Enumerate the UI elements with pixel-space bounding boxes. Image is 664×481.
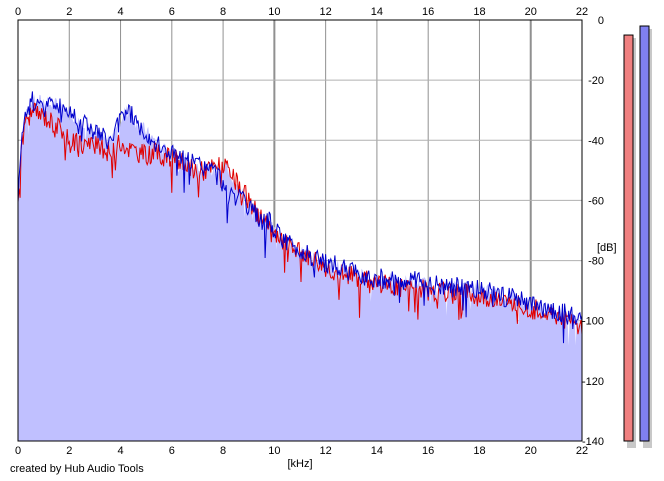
level-meter-bar — [623, 34, 634, 442]
x-tick-label-bottom: 2 — [66, 445, 72, 457]
x-tick-label-top: 4 — [117, 6, 123, 18]
x-tick-label-top: 20 — [525, 6, 537, 18]
y-tick-label: -80 — [588, 256, 604, 268]
plot-border — [17, 19, 583, 442]
y-axis-ticks: 0 -20 -40 -60 -80 -100 -120 -140 — [582, 15, 604, 448]
x-tick-label-top: 12 — [320, 6, 332, 18]
y-tick-label: -20 — [588, 75, 604, 87]
x-tick-label-top: 18 — [473, 6, 485, 18]
x-tick-label-top: 8 — [220, 6, 226, 18]
x-tick-label-bottom: 8 — [220, 445, 226, 457]
x-tick-label-bottom: 10 — [268, 445, 280, 457]
credit-text: created by Hub Audio Tools — [10, 463, 144, 475]
level-meters — [623, 25, 652, 449]
x-tick-label-bottom: 22 — [576, 445, 588, 457]
x-tick-label-top: 6 — [169, 6, 175, 18]
x-tick-label-top: 16 — [422, 6, 434, 18]
x-tick-label-bottom: 6 — [169, 445, 175, 457]
y-tick-label: -140 — [582, 436, 604, 448]
y-tick-label: -60 — [588, 195, 604, 207]
y-tick-label: -40 — [588, 135, 604, 147]
x-tick-label-top: 10 — [268, 6, 280, 18]
x-tick-label-top: 14 — [371, 6, 383, 18]
x-tick-label-bottom: 20 — [525, 445, 537, 457]
x-tick-label-bottom: 0 — [15, 445, 21, 457]
x-tick-label-bottom: 16 — [422, 445, 434, 457]
x-tick-label-bottom: 14 — [371, 445, 383, 457]
x-tick-label-bottom: 4 — [117, 445, 123, 457]
x-tick-label-top: 0 — [15, 6, 21, 18]
spectrum-series — [17, 91, 583, 344]
y-axis-label: [dB] — [597, 242, 617, 254]
x-tick-label-top: 22 — [576, 6, 588, 18]
y-tick-label: -120 — [582, 376, 604, 388]
y-tick-label: 0 — [598, 15, 604, 27]
y-tick-label: -100 — [582, 316, 604, 328]
level-meter-bar — [639, 25, 650, 442]
x-tick-label-bottom: 18 — [473, 445, 485, 457]
x-axis-label: [kHz] — [287, 458, 312, 470]
x-tick-label-bottom: 12 — [320, 445, 332, 457]
x-tick-label-top: 2 — [66, 6, 72, 18]
series-line-1 — [17, 91, 583, 344]
